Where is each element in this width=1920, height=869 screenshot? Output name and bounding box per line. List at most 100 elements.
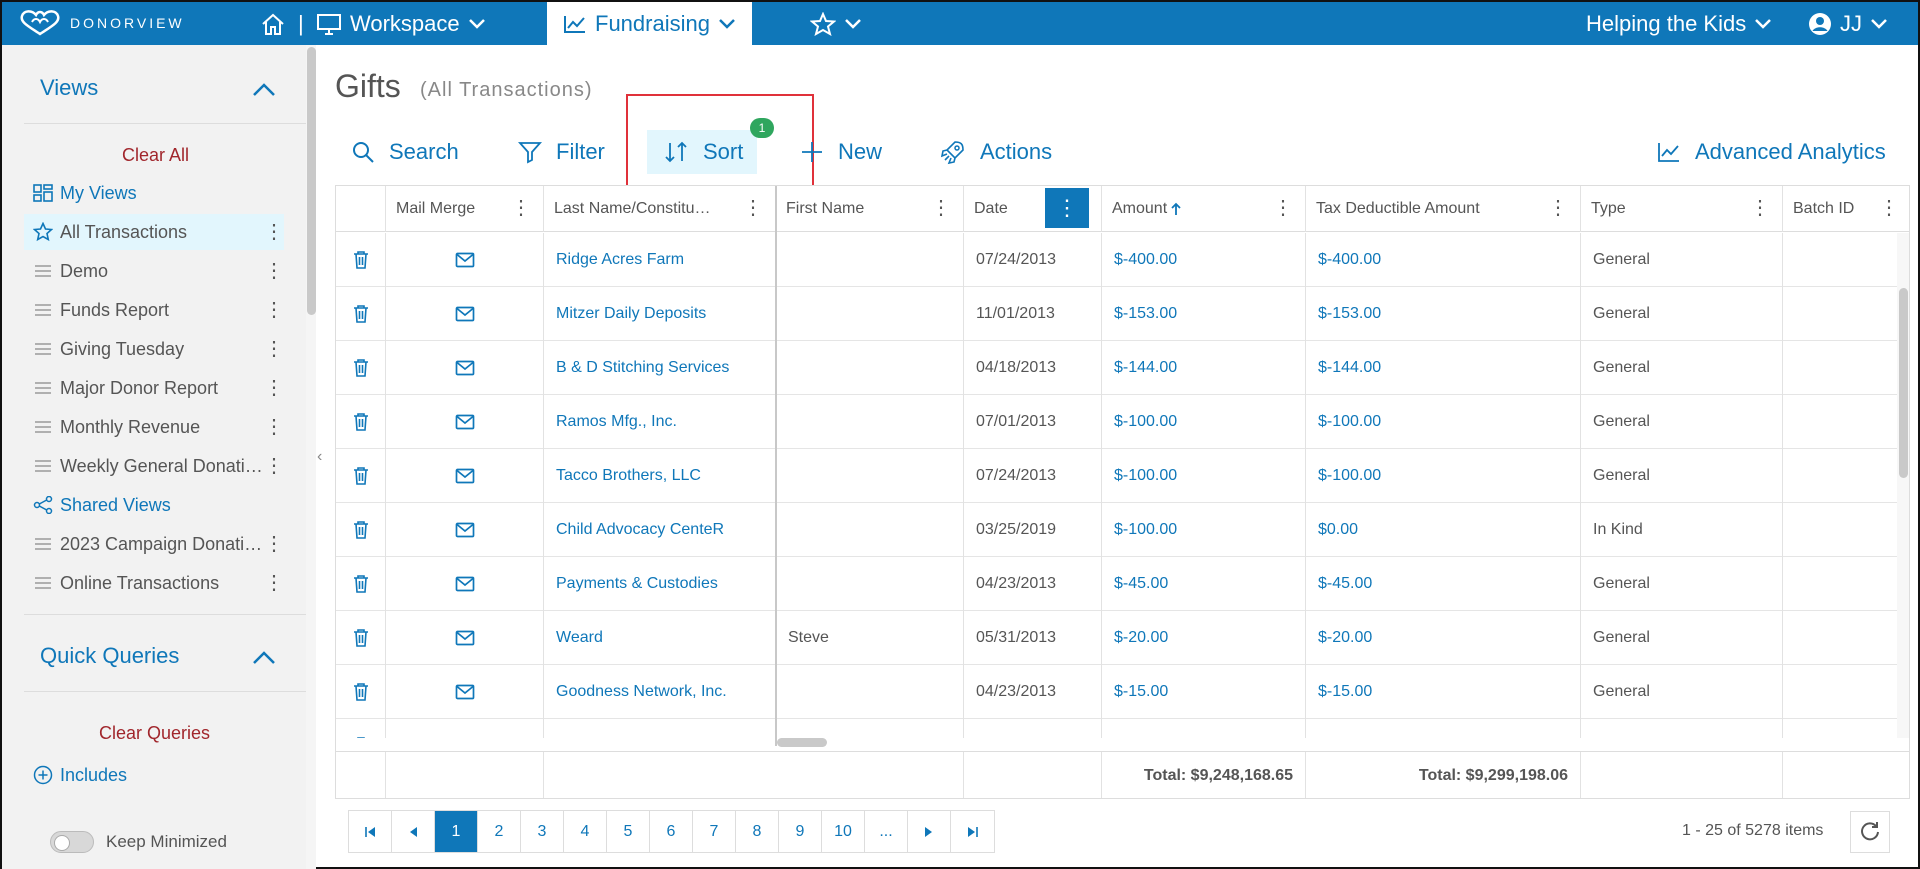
mail-merge-button[interactable] <box>385 719 543 738</box>
last-name-cell[interactable]: Ramos Mfg., Inc. <box>543 395 775 449</box>
table-row[interactable]: Ramos Mfg., Inc. 07/01/2013 $-100.00 $-100.… <box>336 395 1909 449</box>
grid-horizontal-scrollbar-thumb[interactable] <box>777 738 827 747</box>
sidebar-item-monthly-revenue[interactable]: Monthly Revenue ⋮ <box>24 409 284 445</box>
sidebar-item-major-donor-report[interactable]: Major Donor Report ⋮ <box>24 370 284 406</box>
column-menu-icon[interactable]: ⋮ <box>1750 197 1770 219</box>
column-header-amount[interactable]: Amount ⋮ <box>1101 186 1305 232</box>
mail-merge-button[interactable] <box>385 341 543 395</box>
amount-cell[interactable]: $-15.00 <box>1101 665 1305 719</box>
tax-deductible-cell[interactable]: $0.00 <box>1305 719 1580 738</box>
chevron-up-icon[interactable] <box>252 651 276 665</box>
delete-button[interactable] <box>336 611 385 665</box>
kebab-menu-icon[interactable]: ⋮ <box>264 416 284 438</box>
new-button[interactable]: New <box>800 130 882 174</box>
mail-merge-button[interactable] <box>385 611 543 665</box>
tax-deductible-cell[interactable]: $-100.00 <box>1305 449 1580 503</box>
column-menu-icon[interactable]: ⋮ <box>743 197 763 219</box>
workspace-menu[interactable]: Workspace <box>316 2 486 45</box>
tax-deductible-cell[interactable]: $-45.00 <box>1305 557 1580 611</box>
sidebar-item-all-transactions[interactable]: All Transactions ⋮ <box>24 214 284 250</box>
search-button[interactable]: Search <box>351 130 459 174</box>
amount-cell[interactable]: $-100.00 <box>1101 395 1305 449</box>
tax-deductible-cell[interactable]: $-20.00 <box>1305 611 1580 665</box>
last-name-cell[interactable]: Weard <box>543 611 775 665</box>
amount-cell[interactable]: $0.00 <box>1101 719 1305 738</box>
drag-handle-icon[interactable] <box>34 303 52 317</box>
mail-merge-button[interactable] <box>385 287 543 341</box>
keep-minimized-toggle[interactable] <box>50 831 94 853</box>
grid-vertical-scrollbar[interactable] <box>1897 233 1909 738</box>
filter-button[interactable]: Filter <box>518 130 605 174</box>
kebab-menu-icon[interactable]: ⋮ <box>264 221 284 243</box>
amount-cell[interactable]: $-45.00 <box>1101 557 1305 611</box>
column-header-first-name[interactable]: First Name ⋮ <box>775 186 963 232</box>
column-menu-icon[interactable]: ⋮ <box>1548 197 1568 219</box>
delete-button[interactable] <box>336 503 385 557</box>
mail-merge-button[interactable] <box>385 449 543 503</box>
delete-button[interactable] <box>336 287 385 341</box>
page-button-5[interactable]: 5 <box>607 811 650 852</box>
shared-views-header[interactable]: Shared Views <box>24 487 284 523</box>
fundraising-menu[interactable]: Fundraising <box>547 2 752 45</box>
tax-deductible-cell[interactable]: $-153.00 <box>1305 287 1580 341</box>
column-menu-icon[interactable]: ⋮ <box>1879 197 1899 219</box>
page-button-7[interactable]: 7 <box>693 811 736 852</box>
last-page-button[interactable] <box>951 811 994 852</box>
kebab-menu-icon[interactable]: ⋮ <box>264 455 284 477</box>
my-views-header[interactable]: My Views <box>24 175 284 211</box>
sidebar-scrollbar-thumb[interactable] <box>307 47 316 315</box>
kebab-menu-icon[interactable]: ⋮ <box>264 299 284 321</box>
home-button[interactable] <box>260 2 286 45</box>
mail-merge-button[interactable] <box>385 503 543 557</box>
amount-cell[interactable]: $-20.00 <box>1101 611 1305 665</box>
last-name-cell[interactable]: Child Advocacy CenteR <box>543 503 775 557</box>
sidebar-scrollbar[interactable] <box>306 45 316 869</box>
page-button-2[interactable]: 2 <box>478 811 521 852</box>
tax-deductible-cell[interactable]: $-15.00 <box>1305 665 1580 719</box>
table-row[interactable]: RowseKurt07/08/2013$0.00$0.00Pledge <box>336 719 1909 738</box>
drag-handle-icon[interactable] <box>34 264 52 278</box>
kebab-menu-icon[interactable]: ⋮ <box>264 338 284 360</box>
tax-deductible-cell[interactable]: $-100.00 <box>1305 395 1580 449</box>
drag-handle-icon[interactable] <box>34 420 52 434</box>
table-row[interactable]: Payments & Custodies 04/23/2013 $-45.00 $-4… <box>336 557 1909 611</box>
page-button-6[interactable]: 6 <box>650 811 693 852</box>
amount-cell[interactable]: $-400.00 <box>1101 233 1305 287</box>
actions-button[interactable]: Actions <box>940 130 1052 174</box>
includes-button[interactable]: Includes <box>24 757 284 793</box>
mail-merge-button[interactable] <box>385 395 543 449</box>
last-name-cell[interactable]: Mitzer Daily Deposits <box>543 287 775 341</box>
sidebar-item-2023-campaign-donations[interactable]: 2023 Campaign Donations ⋮ <box>24 526 284 562</box>
amount-cell[interactable]: $-144.00 <box>1101 341 1305 395</box>
mail-merge-button[interactable] <box>385 557 543 611</box>
page-button-10[interactable]: 10 <box>822 811 865 852</box>
sidebar-item-funds-report[interactable]: Funds Report ⋮ <box>24 292 284 328</box>
delete-button[interactable] <box>336 557 385 611</box>
mail-merge-button[interactable] <box>385 233 543 287</box>
next-page-button[interactable] <box>908 811 951 852</box>
last-name-cell[interactable]: B & D Stitching Services <box>543 341 775 395</box>
page-button-4[interactable]: 4 <box>564 811 607 852</box>
user-menu[interactable]: JJ <box>1808 2 1888 45</box>
frozen-column-divider[interactable] <box>775 186 777 746</box>
kebab-menu-icon[interactable]: ⋮ <box>264 260 284 282</box>
collapse-sidebar-icon[interactable]: ‹ <box>317 448 323 465</box>
sidebar-item-demo[interactable]: Demo ⋮ <box>24 253 284 289</box>
drag-handle-icon[interactable] <box>34 459 52 473</box>
kebab-menu-icon[interactable]: ⋮ <box>264 377 284 399</box>
sidebar-item-giving-tuesday[interactable]: Giving Tuesday ⋮ <box>24 331 284 367</box>
column-menu-icon[interactable]: ⋮ <box>1045 188 1089 228</box>
delete-button[interactable] <box>336 719 385 738</box>
table-row[interactable]: Mitzer Daily Deposits 11/01/2013 $-153.00 $… <box>336 287 1909 341</box>
column-menu-icon[interactable]: ⋮ <box>511 197 531 219</box>
table-row[interactable]: Child Advocacy CenteR 03/25/2019 $-100.00 $… <box>336 503 1909 557</box>
last-name-cell[interactable]: Goodness Network, Inc. <box>543 665 775 719</box>
amount-cell[interactable]: $-153.00 <box>1101 287 1305 341</box>
kebab-menu-icon[interactable]: ⋮ <box>264 533 284 555</box>
delete-button[interactable] <box>336 233 385 287</box>
table-row[interactable]: Weard Steve 05/31/2013 $-20.00 $-20.00 Genera… <box>336 611 1909 665</box>
column-header-date[interactable]: Date ⋮ <box>963 186 1101 232</box>
sidebar-item-online-transactions[interactable]: Online Transactions ⋮ <box>24 565 284 601</box>
clear-all-link[interactable]: Clear All <box>122 145 190 165</box>
delete-button[interactable] <box>336 395 385 449</box>
